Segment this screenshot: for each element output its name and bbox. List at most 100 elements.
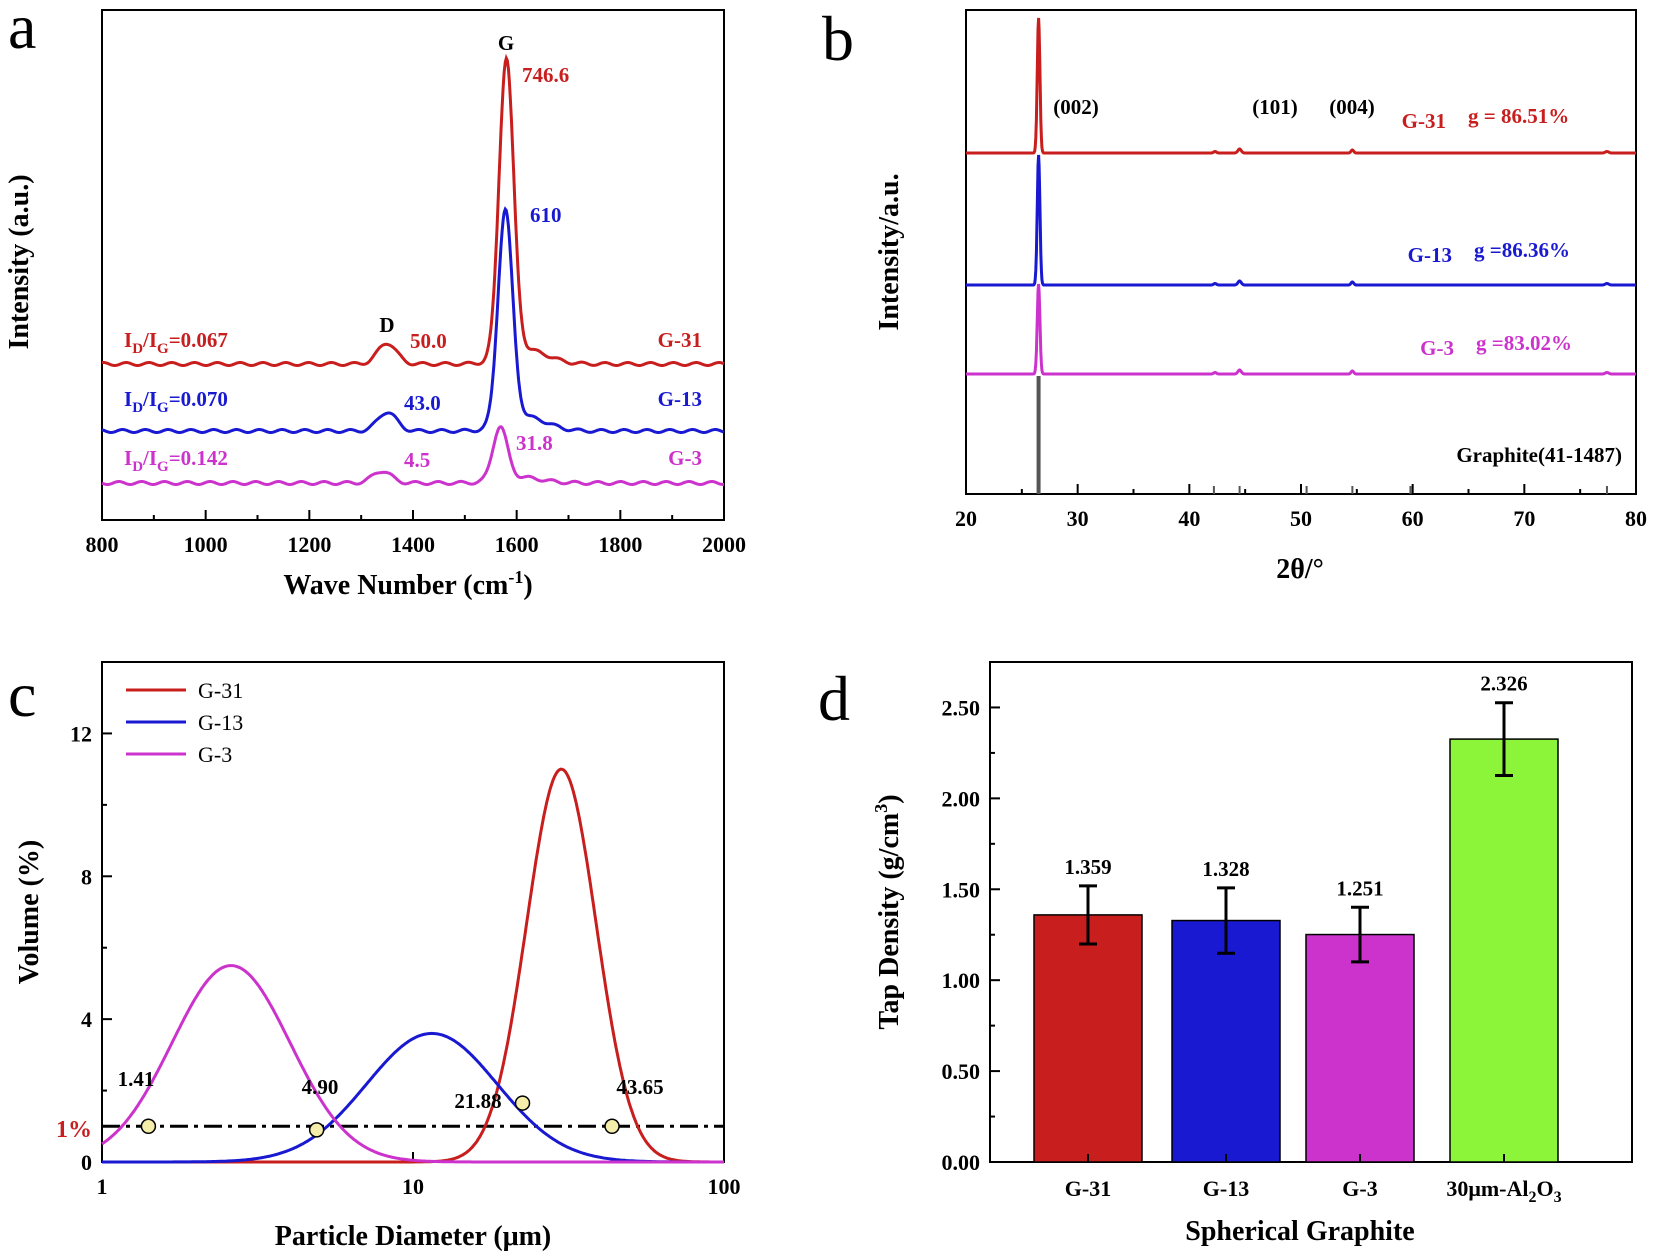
a-series-name-G-31: G-31	[658, 328, 702, 352]
panel-a-curves	[101, 53, 725, 487]
a-x-tick-label: 1600	[495, 532, 539, 557]
c-marker-point	[604, 1118, 620, 1135]
c-x-tick-label: 100	[708, 1174, 741, 1199]
b-series-name-G-13: G-13	[1408, 243, 1452, 267]
a-ratio-G-13: ID/IG=0.070	[124, 387, 228, 416]
a-spectrum-G-31	[101, 53, 725, 368]
panel-c-legend: G-31 G-13 G-3	[126, 678, 243, 767]
c-legend-label-G-31: G-31	[198, 678, 243, 703]
c-legend-label-G-13: G-13	[198, 710, 243, 735]
panel-d-label: d	[818, 663, 850, 734]
b-x-tick-label: 60	[1402, 506, 1424, 531]
panel-c-psd: c 1 10 100 0 4 8 12 G-31 G-13 G-3 1.41 4.90 21.88 4…	[8, 659, 741, 1252]
c-marker-label: 4.90	[302, 1075, 339, 1099]
panel-a-xlabel: Wave Number (cm-1)	[283, 567, 532, 601]
d-x-tick-label: G-31	[1065, 1176, 1111, 1201]
a-d-value-G-13: 43.0	[404, 391, 441, 415]
d-value-label: 1.359	[1064, 855, 1111, 879]
d-x-tick-label: G-13	[1203, 1176, 1249, 1201]
c-x-tick-label: 1	[97, 1174, 108, 1199]
d-bar-G-13	[1171, 919, 1281, 1163]
panel-a-ylabel: Intensity (a.u.)	[4, 174, 35, 349]
panel-d-xlabel: Spherical Graphite	[1185, 1216, 1414, 1247]
b-x-tick-label: 70	[1513, 506, 1535, 531]
a-x-tick-label: 1000	[184, 532, 228, 557]
c-x-tick-label: 10	[402, 1174, 424, 1199]
d-value-label: 1.328	[1202, 857, 1249, 881]
b-peak-label: (002)	[1053, 95, 1099, 119]
c-marker-point	[140, 1118, 157, 1135]
a-g-value-G-31: 746.6	[522, 63, 569, 87]
c-legend-label-G-3: G-3	[198, 742, 232, 767]
d-y-tick-label: 1.50	[942, 877, 981, 902]
panel-d-ylabel: Tap Density (g/cm3)	[871, 794, 905, 1029]
panel-c-markers: 1.41 4.90 21.88 43.65	[118, 1067, 664, 1138]
d-bar-G-3	[1305, 933, 1415, 1163]
a-spectrum-G-3	[101, 425, 724, 487]
b-peak-label: (004)	[1329, 95, 1375, 119]
a-x-tick-label: 1200	[287, 532, 331, 557]
panel-a-label: a	[8, 0, 36, 62]
c-curve-G-3	[101, 964, 724, 1164]
panel-c-one-percent-label: 1%	[56, 1117, 92, 1143]
panel-d-bars: 1.359 G-31 1.328 G-13 1.251 G-3 2.326 30μm-Al2O…	[1033, 672, 1562, 1206]
panel-c-ylabel: Volume (%)	[14, 840, 45, 984]
panel-a-frame	[101, 9, 725, 521]
b-pattern-G-13	[966, 154, 1636, 287]
panel-b-xlabel: 2θ/°	[1276, 554, 1324, 585]
panel-c-label: c	[8, 659, 36, 730]
panel-a-x-ticks: 800 1000 1200 1400 1600 1800 2000	[86, 510, 746, 557]
c-y-tick-label: 8	[81, 864, 92, 889]
c-marker-label: 1.41	[118, 1067, 155, 1091]
d-x-tick-label: 30μm-Al2O3	[1446, 1176, 1561, 1206]
a-spectrum-G-13	[101, 206, 725, 435]
b-x-tick-label: 40	[1178, 506, 1200, 531]
panel-b-annotations: (002) (101) (004) G-31 g = 86.51% G-13 g =86.3…	[1053, 95, 1572, 360]
b-g-value-G-3: g =83.02%	[1476, 331, 1572, 355]
c-y-tick-label: 0	[81, 1150, 92, 1175]
panel-d-ticks: 0.00 0.50 1.00 1.50 2.00 2.50	[942, 695, 1000, 1175]
b-x-tick-label: 80	[1625, 506, 1647, 531]
b-x-tick-label: 20	[955, 506, 977, 531]
a-g-value-G-3: 31.8	[516, 431, 553, 455]
b-x-tick-label: 50	[1290, 506, 1312, 531]
panel-c-curves	[101, 767, 724, 1164]
a-x-tick-label: 800	[86, 532, 119, 557]
b-g-value-G-31: g = 86.51%	[1468, 104, 1569, 128]
c-marker-point	[308, 1122, 325, 1138]
b-x-tick-label: 30	[1067, 506, 1089, 531]
a-d-value-G-31: 50.0	[410, 329, 447, 353]
panel-b-xrd: b 20 30 40 50 60 70 80 (002) (101) (004) G-31 g = …	[822, 3, 1647, 585]
a-series-name-G-13: G-13	[658, 387, 702, 411]
panel-a-annotations: ID/IG=0.067 G-31 50.0 746.6 ID/IG=0.070 G-13 4…	[124, 31, 702, 475]
d-value-label: 2.326	[1480, 672, 1527, 696]
a-ratio-G-3: ID/IG=0.142	[124, 446, 228, 475]
panel-c-xlabel: Particle Diameter (μm)	[275, 1221, 552, 1252]
c-curve-G-31	[102, 767, 724, 1164]
d-y-tick-label: 1.00	[942, 968, 981, 993]
a-peak-g: G	[498, 31, 514, 55]
a-x-tick-label: 1400	[391, 532, 435, 557]
b-pattern-G-3	[966, 283, 1636, 376]
b-peak-label: (101)	[1252, 95, 1298, 119]
c-marker-label: 43.65	[616, 1075, 663, 1099]
a-ratio-G-31: ID/IG=0.067	[124, 328, 228, 357]
d-y-tick-label: 2.50	[942, 695, 981, 720]
panel-b-curves	[966, 17, 1636, 494]
a-g-value-G-13: 610	[530, 203, 562, 227]
a-series-name-G-3: G-3	[668, 446, 702, 470]
panel-d-tap-density: d 0.00 0.50 1.00 1.50 2.00 2.50 1.359 G-31 1.32…	[818, 661, 1633, 1247]
a-x-tick-label: 1800	[598, 532, 642, 557]
d-bar-30μm-Al	[1449, 738, 1559, 1163]
a-d-value-G-3: 4.5	[404, 448, 430, 472]
d-y-tick-label: 0.50	[942, 1059, 981, 1084]
b-series-name-G-31: G-31	[1402, 109, 1446, 133]
panel-b-x-ticks: 20 30 40 50 60 70 80	[955, 484, 1647, 531]
b-series-name-G-3: G-3	[1420, 336, 1454, 360]
b-pattern-G-31	[966, 17, 1636, 155]
panel-a-raman: a 800 1000 1200 1400 1600 1800 2000 ID/IG=0.06…	[4, 0, 746, 601]
panel-b-label: b	[822, 3, 854, 74]
d-y-tick-label: 2.00	[942, 786, 981, 811]
c-y-tick-label: 4	[81, 1007, 92, 1032]
